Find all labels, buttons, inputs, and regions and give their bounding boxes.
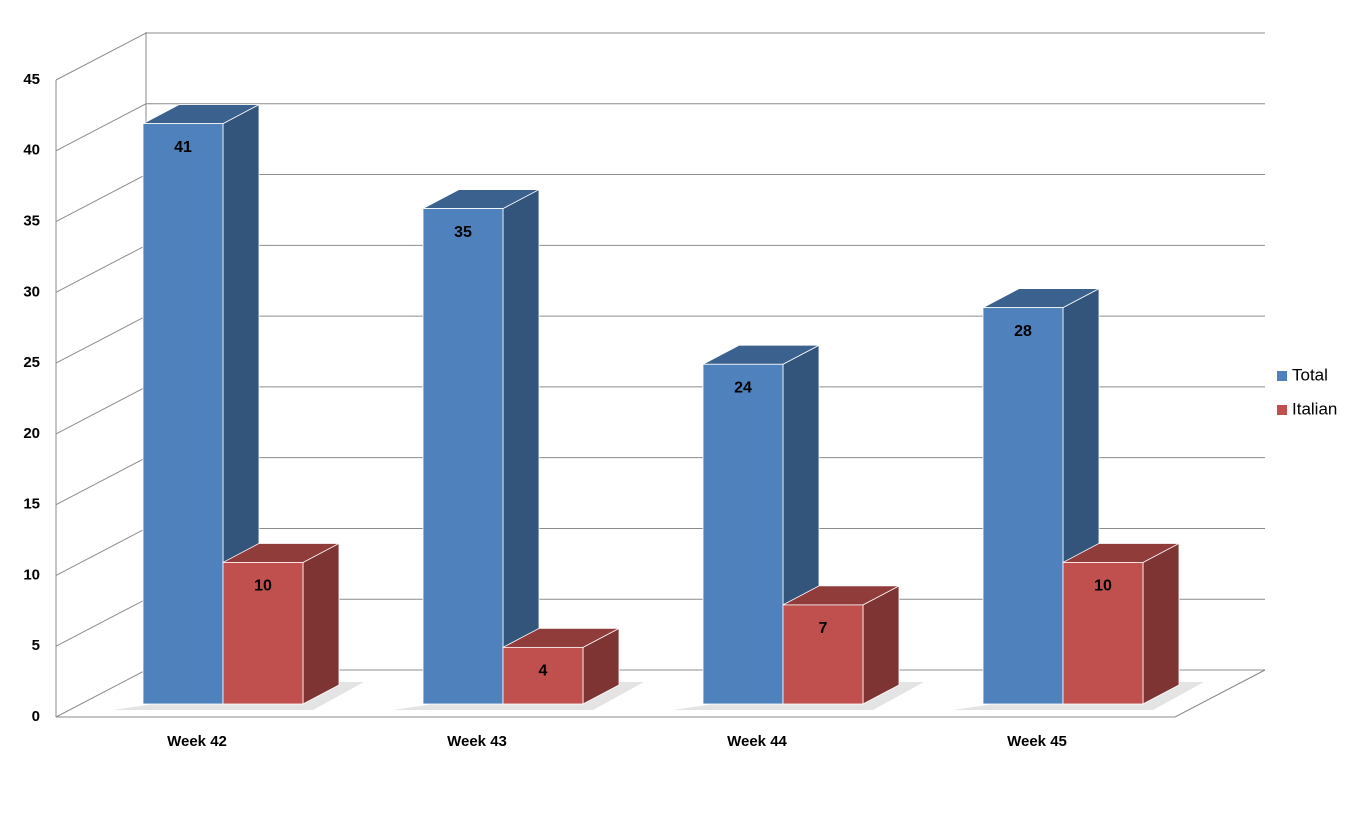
y-tick-label: 45	[23, 71, 40, 88]
y-tick-label: 5	[32, 637, 40, 654]
bar	[782, 585, 900, 705]
bar-front	[982, 307, 1064, 705]
bar-front	[1062, 562, 1144, 705]
legend-label: Total	[1292, 365, 1328, 384]
y-tick-label: 20	[23, 425, 40, 442]
y-tick-label: 15	[23, 496, 40, 513]
data-label: 7	[819, 620, 828, 637]
bar	[142, 103, 260, 705]
data-label: 10	[1094, 578, 1112, 595]
y-tick-label: 10	[23, 566, 40, 583]
bar-side	[302, 542, 340, 705]
bar	[222, 542, 340, 705]
bar-front	[222, 562, 304, 705]
y-tick-label: 25	[23, 354, 40, 371]
legend-swatch	[1277, 405, 1287, 415]
x-tick-label: Week 45	[1007, 733, 1067, 750]
bar-front	[142, 123, 224, 705]
y-tick-label: 35	[23, 213, 40, 230]
bar-side	[862, 585, 900, 705]
bar-front	[702, 363, 784, 705]
floor-edge	[56, 669, 1266, 718]
bar	[422, 188, 540, 705]
data-label: 41	[174, 139, 192, 156]
data-label: 24	[734, 379, 752, 396]
legend-swatch	[1277, 371, 1287, 381]
bar	[1062, 542, 1180, 705]
y-tick-label: 40	[23, 142, 40, 159]
legend-label: Italian	[1292, 399, 1337, 418]
data-label: 35	[454, 224, 472, 241]
data-label: 10	[254, 578, 272, 595]
bar	[502, 627, 620, 705]
bar-front	[782, 604, 864, 705]
bar-side	[1142, 542, 1180, 705]
y-tick-label: 30	[23, 283, 40, 300]
data-label: 28	[1014, 323, 1032, 340]
data-label: 4	[539, 663, 548, 680]
grid-line	[55, 32, 1265, 81]
x-tick-label: Week 44	[727, 733, 787, 750]
x-tick-label: Week 42	[167, 733, 227, 750]
bar-side	[502, 188, 540, 705]
x-tick-label: Week 43	[447, 733, 507, 750]
bar-front	[502, 646, 584, 705]
bar-front	[422, 208, 504, 705]
grid-line	[55, 103, 1265, 152]
y-tick-label: 0	[32, 708, 40, 725]
